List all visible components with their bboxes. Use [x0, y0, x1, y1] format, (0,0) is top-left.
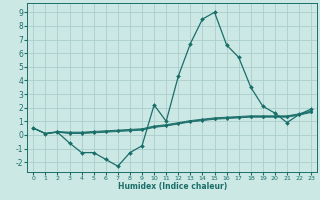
X-axis label: Humidex (Indice chaleur): Humidex (Indice chaleur) — [118, 182, 227, 191]
